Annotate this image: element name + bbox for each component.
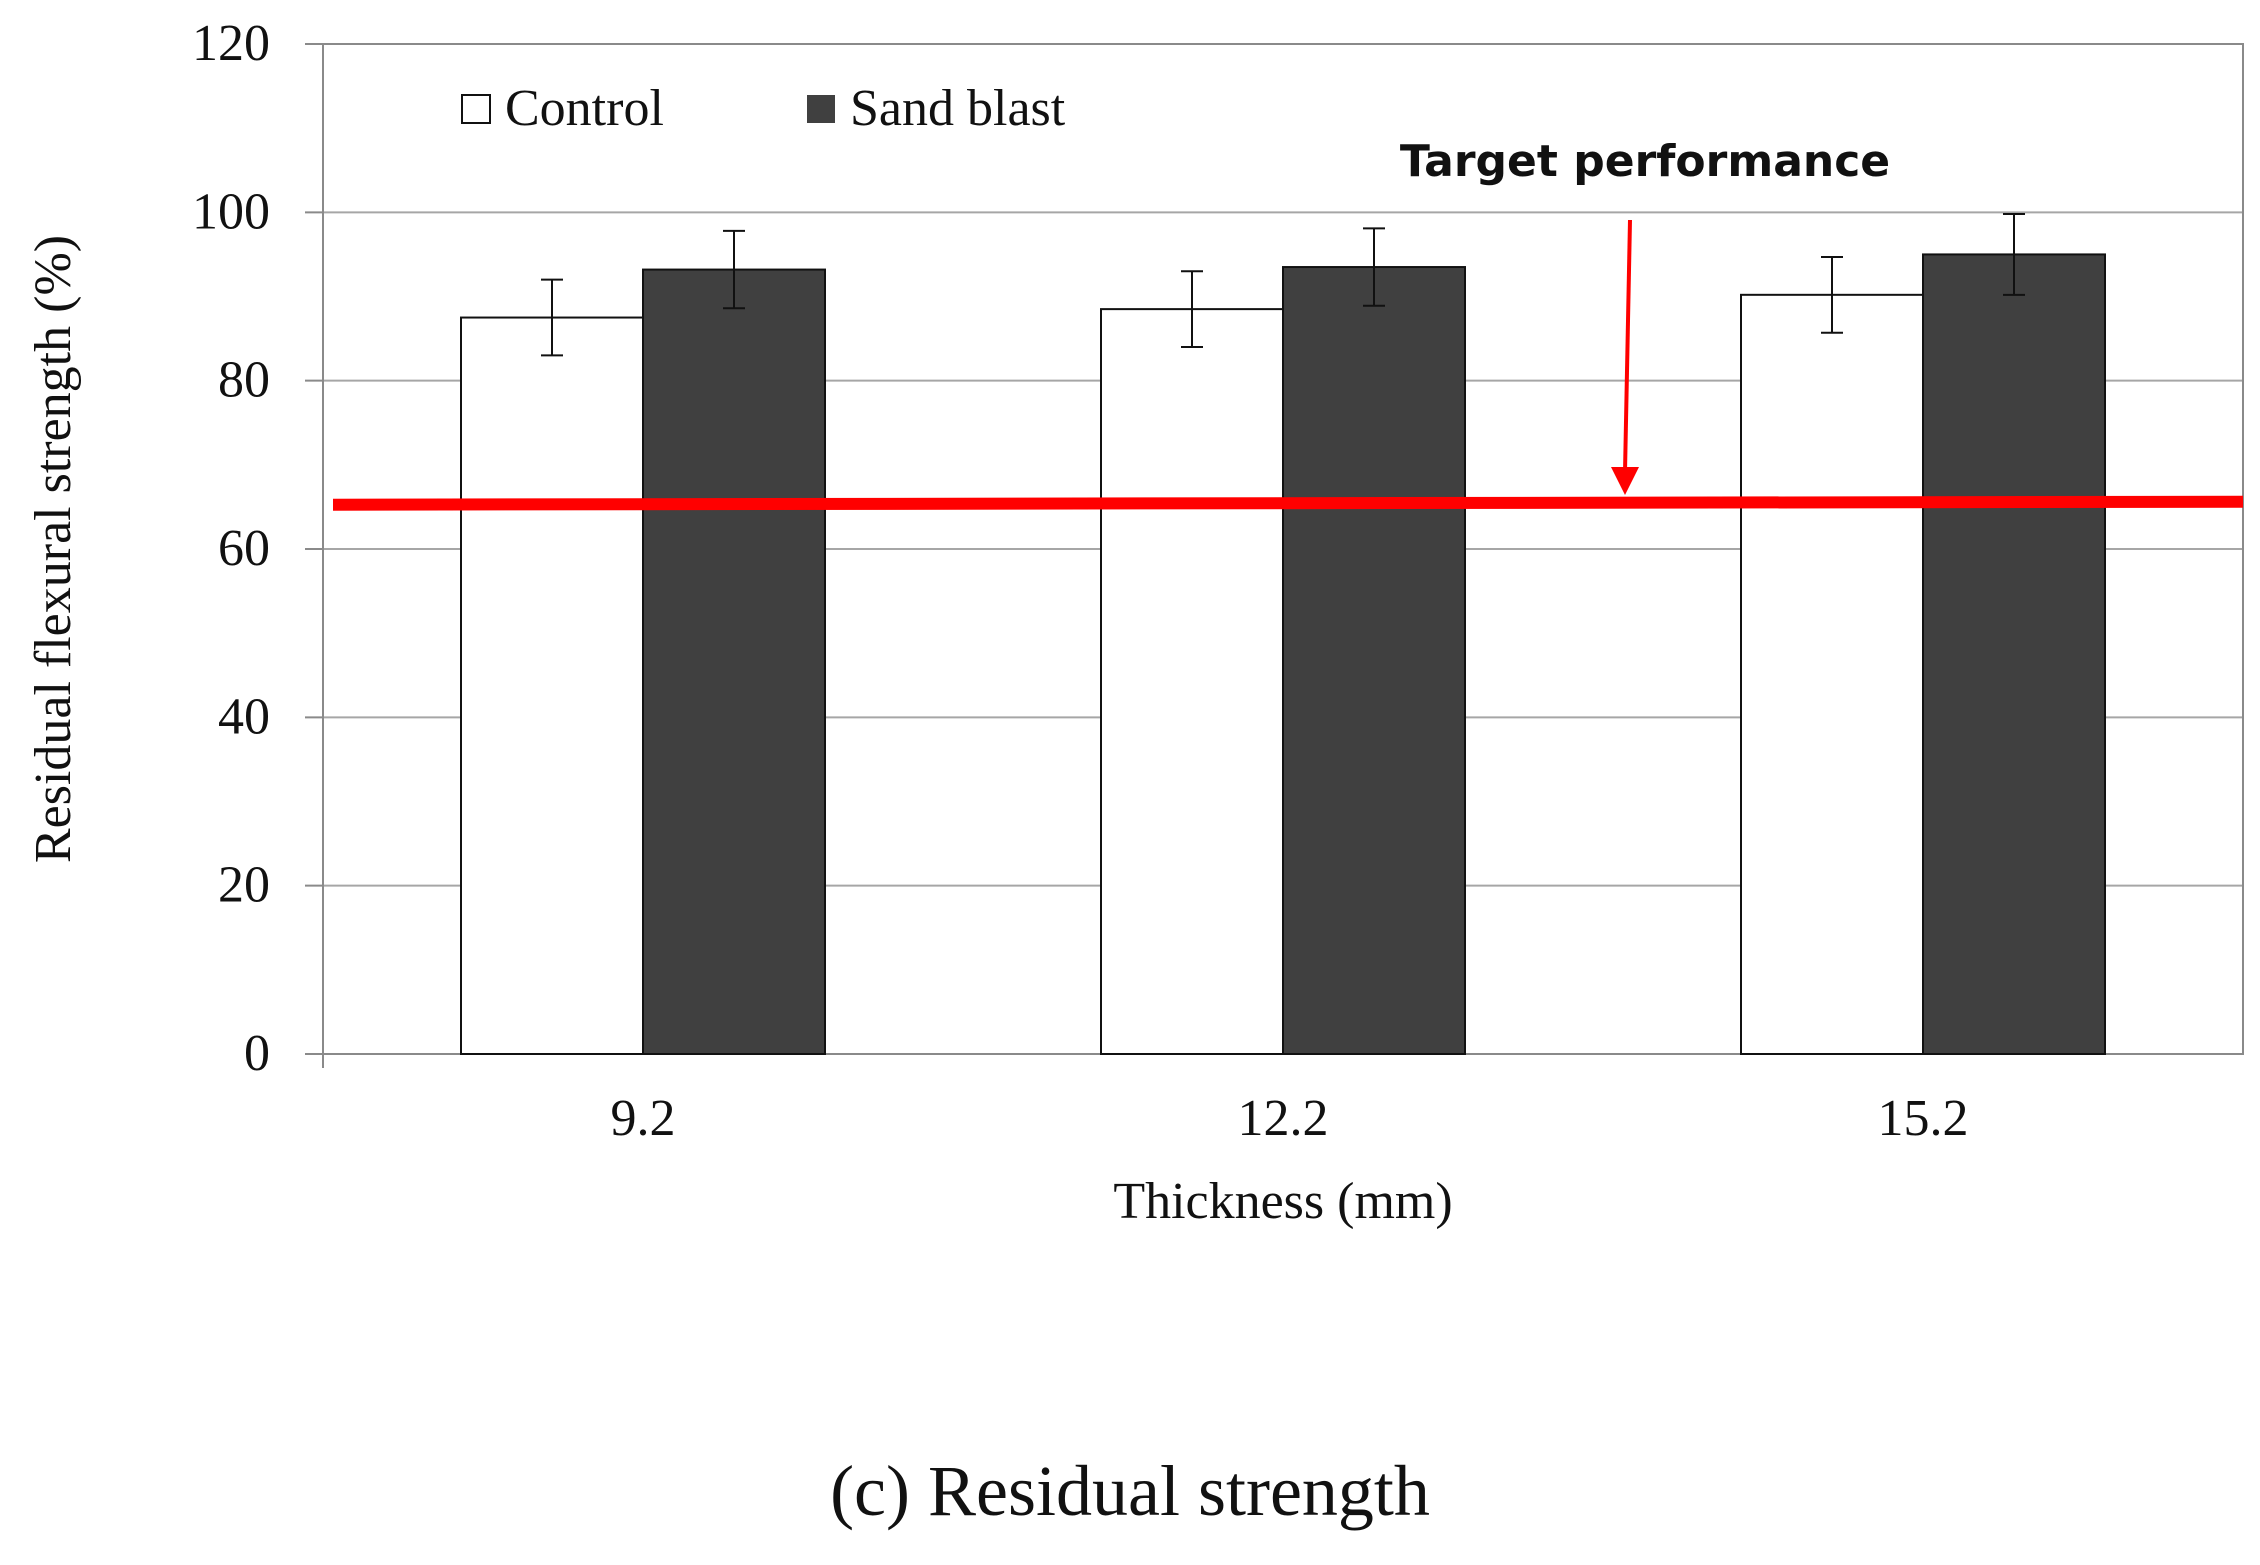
bar-control-1	[1100, 308, 1284, 1055]
y-tick-label: 0	[244, 1025, 270, 1082]
legend-swatch-control	[461, 94, 491, 124]
target-arrow-head	[1611, 467, 1639, 495]
y-axis-label: Residual flexural strength (%)	[25, 235, 82, 863]
x-tick-label: 12.2	[1238, 1090, 1329, 1147]
legend-swatch-sand-blast	[807, 95, 835, 123]
bar-sand-blast-2	[1922, 253, 2106, 1055]
x-tick-label: 15.2	[1878, 1090, 1969, 1147]
legend: Control Sand blast	[461, 80, 1066, 137]
y-tick-label: 20	[218, 857, 270, 914]
legend-label-sand-blast: Sand blast	[850, 80, 1066, 137]
bar-sand-blast-0	[642, 268, 826, 1056]
bars	[460, 253, 2106, 1056]
y-tick-label: 40	[218, 688, 270, 745]
figure-caption: (c) Residual strength	[830, 1451, 1430, 1531]
x-tick-label: 9.2	[611, 1090, 676, 1147]
target-arrow-shaft	[1623, 219, 1632, 473]
y-axis-ticks: 0 20 40 60 80 100 120	[192, 15, 323, 1082]
error-bars	[541, 213, 2025, 357]
x-axis-ticks: 9.2 12.2 15.2	[322, 1054, 1969, 1147]
bar-control-0	[460, 316, 644, 1055]
y-tick-label: 80	[218, 352, 270, 409]
legend-label-control: Control	[505, 80, 664, 137]
y-tick-label: 100	[192, 183, 270, 240]
target-label: Target performance	[1400, 136, 1890, 187]
bar-sand-blast-1	[1282, 266, 1466, 1055]
y-tick-label: 120	[192, 15, 270, 72]
x-axis-label: Thickness (mm)	[1113, 1173, 1452, 1230]
target-line	[332, 495, 2244, 511]
bar-control-2	[1740, 293, 1924, 1056]
y-tick-label: 60	[218, 520, 270, 577]
